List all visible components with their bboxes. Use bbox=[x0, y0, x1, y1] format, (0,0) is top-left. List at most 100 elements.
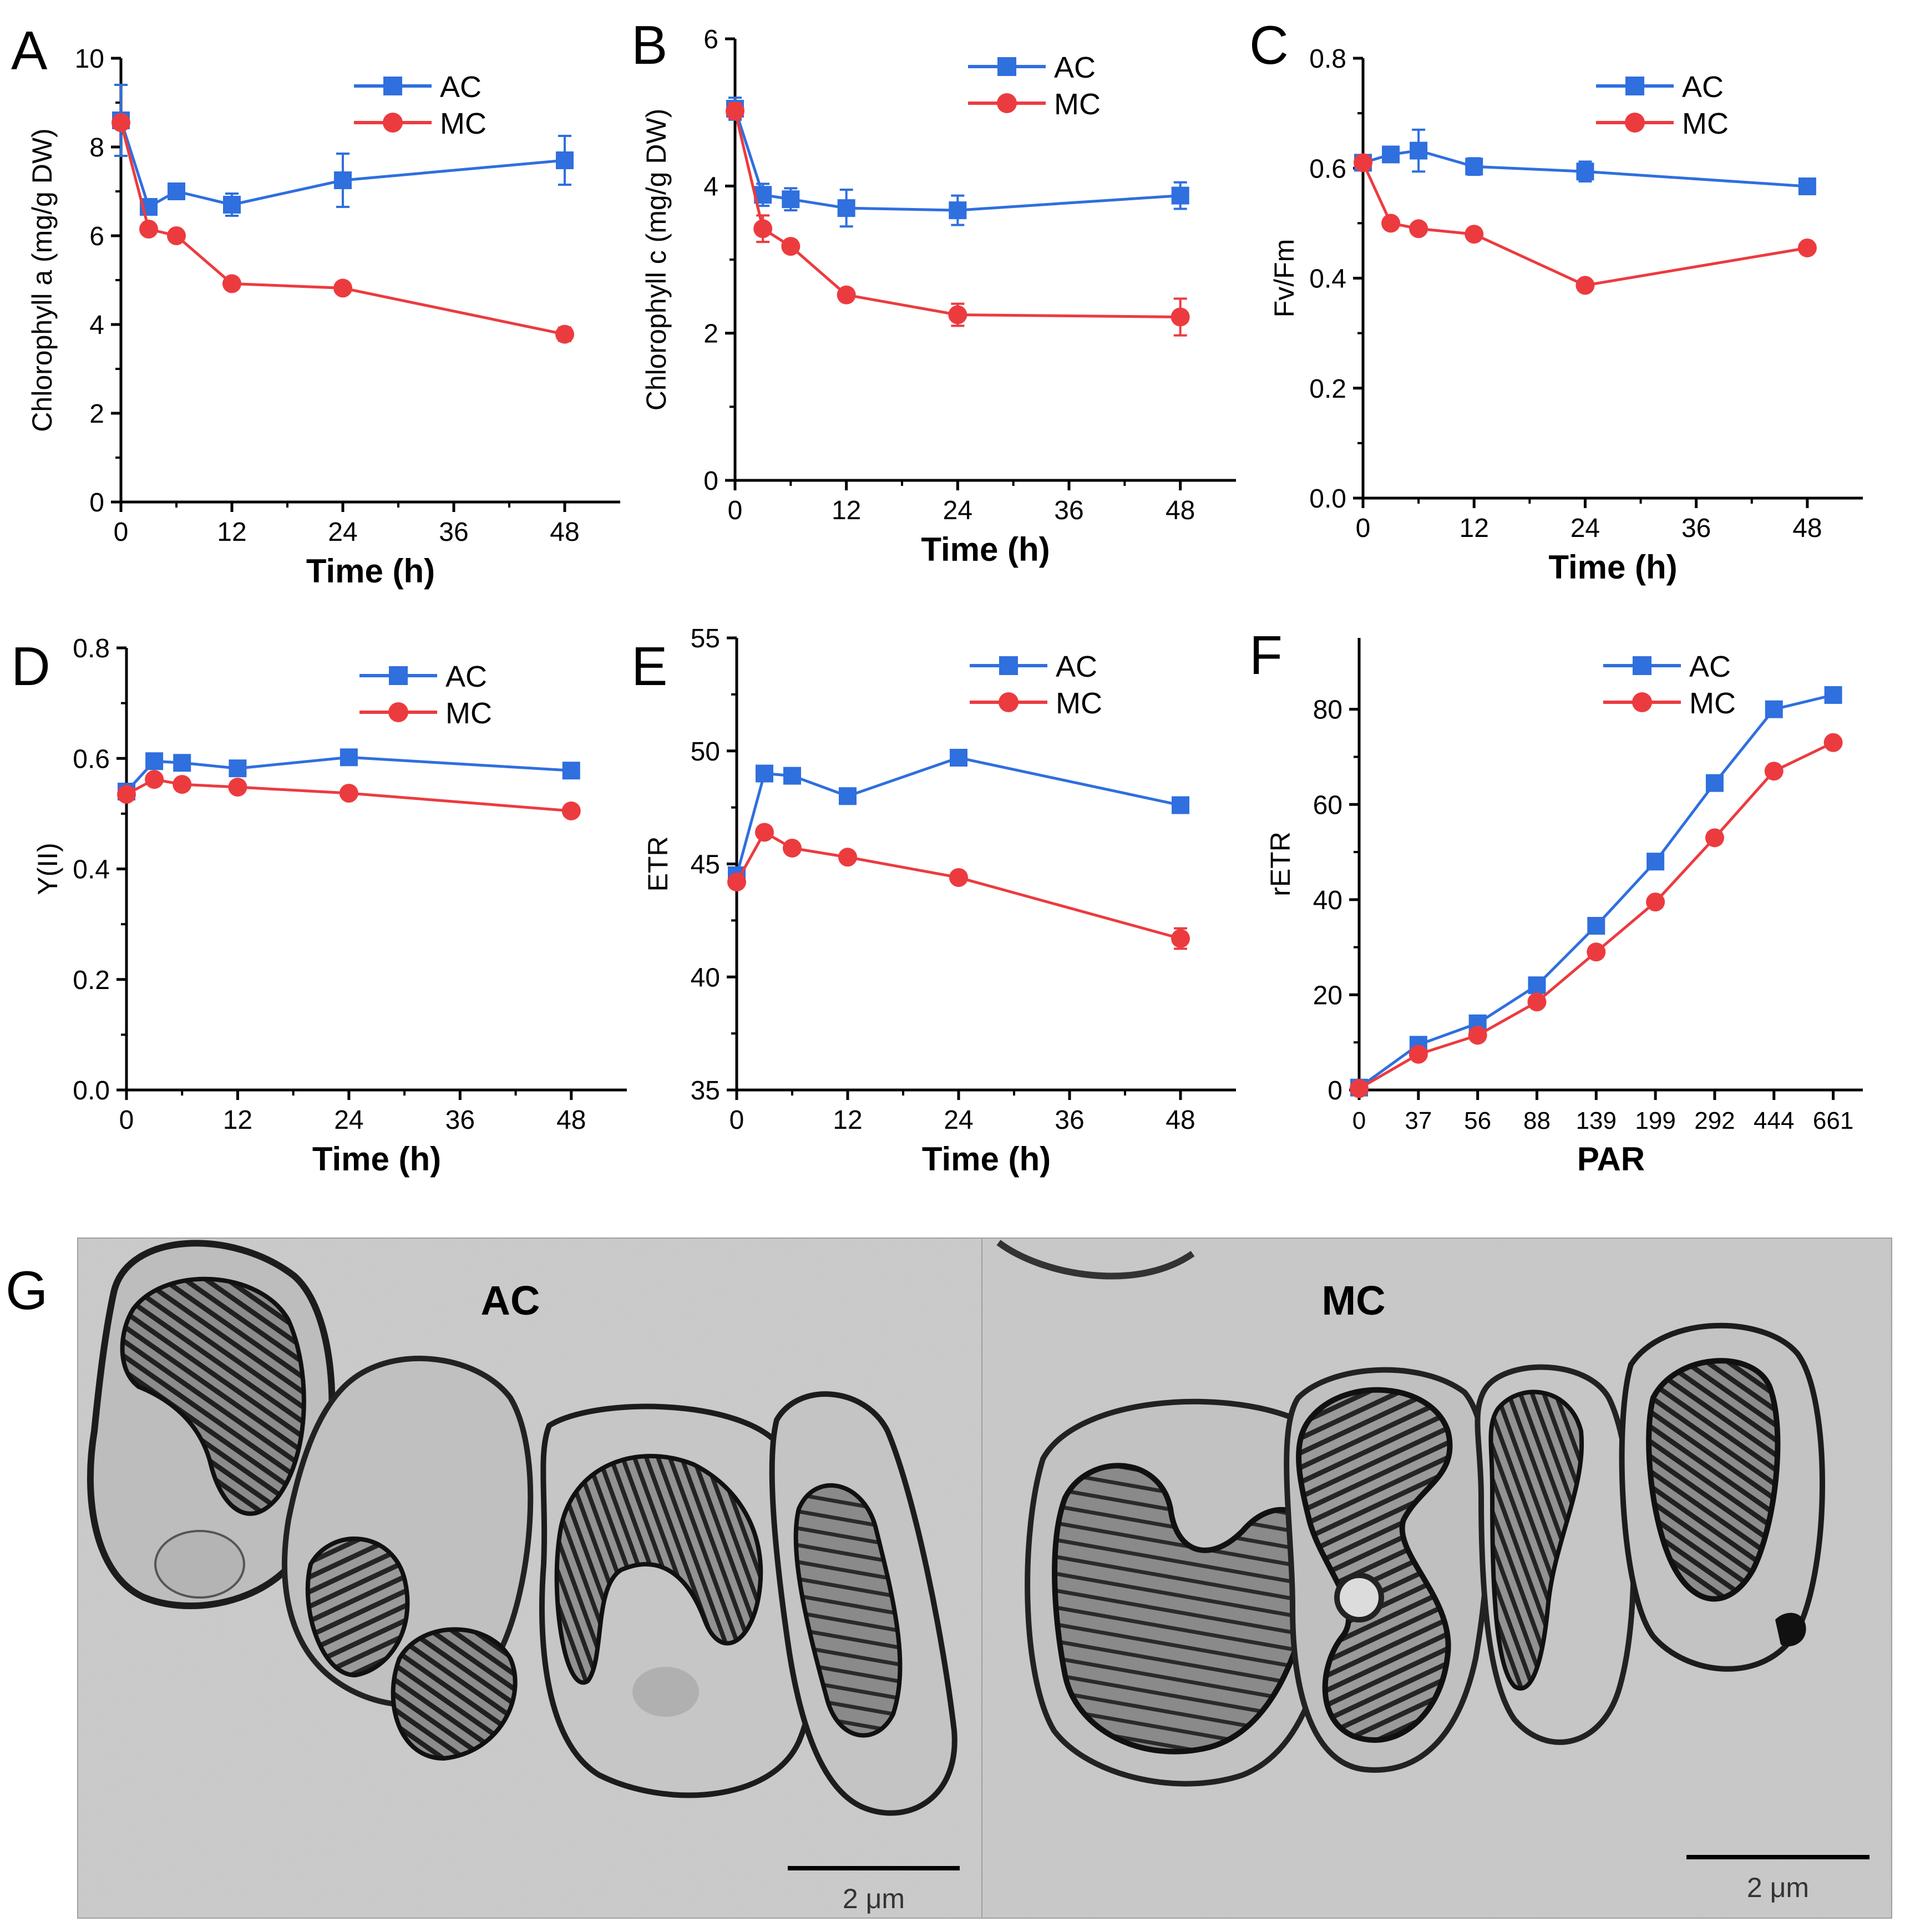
y-axis-title: Fv/Fm bbox=[1269, 239, 1300, 318]
data-point-ac bbox=[783, 767, 801, 785]
chart-panel-f: F 0 20 40 60 80 0 37 56 88 139 199 292 444 661 PAR rETR A… bbox=[1249, 625, 1863, 1178]
legend-marker-ac bbox=[389, 666, 408, 685]
data-point-mc bbox=[339, 784, 358, 803]
panel-label: G bbox=[6, 1260, 48, 1321]
data-point-mc bbox=[1587, 942, 1606, 962]
y-axis-title: Chlorophyll c (mg/g DW) bbox=[641, 109, 672, 411]
series-mc bbox=[726, 102, 1190, 337]
x-tick-label: 24 bbox=[1570, 514, 1600, 543]
data-point-mc bbox=[1409, 219, 1428, 239]
data-point-mc bbox=[117, 785, 136, 804]
data-point-ac bbox=[168, 182, 185, 200]
panel-label: A bbox=[11, 20, 48, 81]
data-point-mc bbox=[333, 278, 352, 298]
series-ac bbox=[726, 97, 1189, 228]
legend-marker-mc bbox=[1632, 692, 1652, 712]
chart-panel-c: C 0.0 0.2 0.4 0.6 0.8 0 12 24 36 48 Time (h) Fv/Fm AC… bbox=[1249, 14, 1863, 586]
x-tick-label: 12 bbox=[217, 518, 246, 547]
y-tick-label: 0.0 bbox=[73, 1076, 110, 1106]
x-tick-label: 36 bbox=[439, 518, 468, 547]
x-tick-label: 12 bbox=[832, 496, 861, 525]
x-tick-label: 24 bbox=[328, 518, 357, 547]
data-point-mc bbox=[726, 102, 744, 121]
data-point-mc bbox=[1823, 733, 1843, 752]
panel-label: D bbox=[11, 636, 50, 697]
y-axis-title: rETR bbox=[1265, 831, 1296, 896]
y-tick-label: 0.4 bbox=[73, 855, 110, 885]
data-point-mc bbox=[228, 778, 247, 797]
legend-label-mc: MC bbox=[445, 697, 492, 730]
data-point-mc bbox=[139, 220, 158, 239]
data-point-mc bbox=[1465, 225, 1484, 244]
data-point-mc bbox=[167, 226, 186, 245]
series-line-ac bbox=[119, 120, 565, 209]
y-tick-label: 0.6 bbox=[73, 744, 110, 774]
y-tick-label: 0.2 bbox=[73, 966, 110, 995]
data-point-ac bbox=[340, 748, 358, 767]
y-tick-label: 6 bbox=[89, 222, 104, 251]
legend-marker-mc bbox=[388, 702, 408, 722]
data-point-ac bbox=[229, 759, 247, 778]
y-tick-label: 0.8 bbox=[1309, 44, 1346, 74]
legend-label-ac: AC bbox=[440, 70, 482, 104]
chart-panel-d: D 0.0 0.2 0.4 0.6 0.8 0 12 24 36 48 Time (h) Y(II) AC… bbox=[11, 634, 627, 1178]
data-point-ac bbox=[1765, 700, 1783, 718]
data-point-ac bbox=[1576, 163, 1594, 181]
x-tick-label: 661 bbox=[1813, 1107, 1853, 1134]
y-tick-label: 40 bbox=[691, 963, 720, 992]
x-tick-label: 36 bbox=[1054, 496, 1083, 525]
x-tick-label: 48 bbox=[1166, 1106, 1195, 1135]
micrograph-mc bbox=[982, 1238, 1892, 1918]
legend-marker-ac bbox=[1633, 656, 1651, 675]
y-tick-label: 35 bbox=[691, 1076, 720, 1106]
legend-marker-ac bbox=[383, 77, 402, 95]
legend-marker-mc bbox=[1625, 113, 1645, 133]
data-point-ac bbox=[1824, 686, 1842, 704]
y-axis-title: ETR bbox=[642, 836, 673, 892]
data-point-ac bbox=[173, 754, 191, 772]
x-axis-title: PAR bbox=[1577, 1140, 1645, 1178]
y-tick-label: 0.6 bbox=[1309, 154, 1346, 184]
data-point-mc bbox=[561, 801, 581, 820]
y-tick-label: 0 bbox=[1328, 1076, 1342, 1106]
series-line-ac bbox=[1358, 693, 1834, 1089]
data-point-ac bbox=[949, 201, 967, 220]
series-line-mc bbox=[119, 122, 565, 336]
x-tick-label: 36 bbox=[1681, 514, 1711, 543]
y-tick-label: 4 bbox=[703, 172, 718, 201]
x-tick-label: 48 bbox=[556, 1106, 586, 1135]
data-point-mc bbox=[173, 775, 192, 794]
legend-label-mc: MC bbox=[1689, 687, 1736, 720]
y-tick-label: 20 bbox=[1313, 981, 1342, 1010]
scale-label-ac: 2 μm bbox=[843, 1883, 905, 1914]
data-point-ac bbox=[1410, 141, 1428, 160]
x-tick-label: 0 bbox=[728, 496, 743, 525]
series-line-mc bbox=[735, 830, 1181, 940]
x-tick-label: 0 bbox=[114, 518, 129, 547]
x-tick-label: 88 bbox=[1523, 1107, 1551, 1134]
x-tick-label: 139 bbox=[1576, 1107, 1617, 1134]
data-point-ac bbox=[1798, 177, 1816, 195]
y-tick-label: 0.4 bbox=[1309, 265, 1346, 294]
series-mc bbox=[727, 823, 1190, 950]
y-tick-label: 10 bbox=[75, 44, 104, 74]
series-line-ac bbox=[735, 756, 1181, 876]
panel-label: E bbox=[631, 636, 667, 697]
legend-marker-ac bbox=[997, 57, 1016, 76]
data-point-mc bbox=[1646, 893, 1665, 912]
data-point-mc bbox=[727, 873, 746, 892]
legend-label-ac: AC bbox=[1056, 650, 1097, 683]
y-axis-title: Chlorophyll a (mg/g DW) bbox=[27, 128, 58, 432]
x-tick-label: 24 bbox=[944, 1106, 973, 1135]
x-axis-title: Time (h) bbox=[921, 531, 1050, 568]
data-point-ac bbox=[1587, 917, 1605, 935]
y-tick-label: 0 bbox=[703, 466, 718, 496]
y-tick-label: 0 bbox=[89, 488, 104, 518]
data-point-ac bbox=[562, 762, 580, 780]
series-mc bbox=[1354, 153, 1817, 295]
